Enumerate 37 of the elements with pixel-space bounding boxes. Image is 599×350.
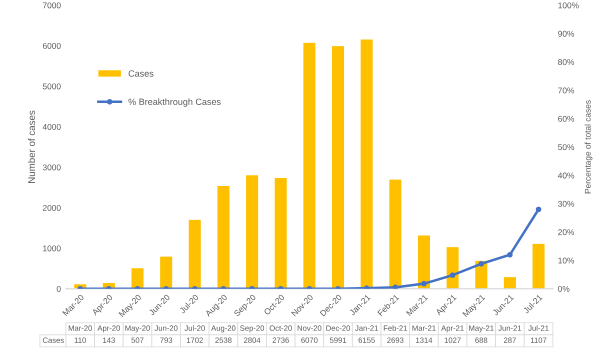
legend-label: % Breakthrough Cases: [128, 98, 221, 107]
bar: [131, 268, 144, 289]
y-tick-label: 6000: [42, 42, 61, 49]
bar: [389, 180, 402, 289]
bar: [246, 175, 258, 289]
y-tick-label: 7000: [42, 2, 61, 8]
bar: [188, 220, 201, 289]
bar: [418, 236, 430, 289]
y2-tick-label: 10%: [558, 258, 574, 264]
y2-tick-label: 40%: [558, 172, 574, 178]
y-tick-label: 5000: [42, 83, 61, 90]
y2-tick-label: 90%: [558, 30, 574, 37]
bar: [303, 42, 316, 289]
bar: [532, 244, 545, 289]
bar: [160, 256, 172, 289]
legend-label: Cases: [128, 70, 154, 77]
y2-axis-title: Percentage of total cases: [584, 100, 592, 194]
bar: [274, 178, 287, 289]
bar: [217, 186, 230, 289]
y2-tick-label: 20%: [558, 229, 574, 236]
y2-tick-label: 0%: [558, 286, 570, 292]
bar: [446, 247, 459, 289]
y-tick-label: 4000: [42, 124, 61, 130]
bar: [504, 277, 516, 289]
y-axis-title: Number of cases: [28, 110, 36, 183]
y-tick-label: 1000: [43, 245, 61, 252]
y2-tick-label: 50%: [558, 144, 574, 150]
bar: [332, 46, 344, 289]
y2-tick-label: 100%: [558, 2, 579, 8]
y-tick-label: 2000: [42, 204, 61, 211]
y2-tick-label: 70%: [558, 88, 574, 94]
y2-tick-label: 30%: [558, 200, 574, 207]
bar: [360, 39, 373, 289]
y2-tick-label: 60%: [558, 116, 574, 122]
y-tick-label: 3000: [42, 164, 61, 170]
y-tick-label: 0: [56, 286, 61, 292]
y2-tick-label: 80%: [558, 59, 574, 66]
